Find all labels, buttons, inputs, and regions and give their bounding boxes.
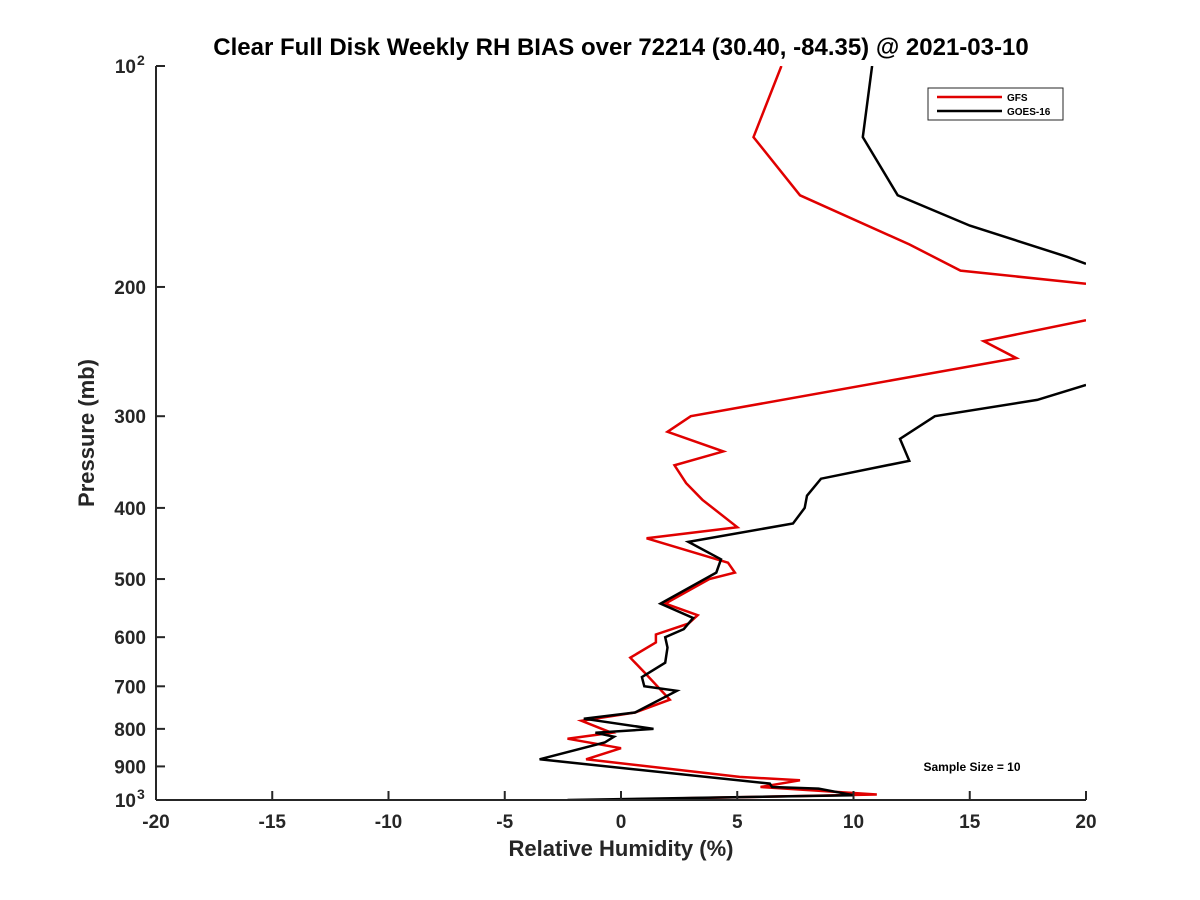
y-tick-label: 200: [114, 278, 146, 299]
x-tick-label: -10: [375, 812, 402, 833]
plot-area: [539, 66, 1086, 800]
y-tick-label: 900: [114, 757, 146, 778]
series-line-gfs: [567, 66, 1086, 800]
x-tick-label: -15: [259, 812, 287, 833]
y-tick-label: 800: [114, 720, 146, 741]
y-tick-exponent: 3: [137, 786, 145, 802]
y-tick-label: 700: [114, 677, 146, 698]
x-ticks: -20 -15 -10 -5 0 5 10 15 20: [142, 791, 1097, 833]
series-line-goes16: [539, 66, 1086, 800]
y-tick-exponent: 2: [137, 52, 145, 68]
y-tick-label: 10: [115, 791, 136, 812]
y-tick-label: 500: [114, 570, 146, 591]
legend-label-goes16: GOES-16: [1007, 107, 1051, 118]
x-tick-label: 10: [843, 812, 864, 833]
x-tick-label: 0: [616, 812, 627, 833]
x-tick-label: 20: [1075, 812, 1096, 833]
x-tick-label: 15: [959, 812, 981, 833]
x-tick-label: -5: [496, 812, 513, 833]
x-axis-label: Relative Humidity (%): [509, 836, 734, 861]
y-tick-label: 600: [114, 628, 146, 649]
y-axis-label: Pressure (mb): [74, 359, 99, 507]
x-tick-label: 5: [732, 812, 743, 833]
legend: GFS GOES-16: [927, 87, 1064, 121]
legend-label-gfs: GFS: [1007, 93, 1028, 104]
legend-box: [927, 87, 1064, 121]
y-tick-label: 300: [114, 407, 146, 428]
y-tick-label: 400: [114, 499, 146, 520]
axes: [155, 66, 1086, 801]
chart-title: Clear Full Disk Weekly RH BIAS over 7221…: [213, 34, 1028, 61]
sample-size-annotation: Sample Size = 10: [923, 760, 1020, 774]
x-tick-label: -20: [142, 812, 169, 833]
y-tick-label: 10: [115, 57, 136, 78]
